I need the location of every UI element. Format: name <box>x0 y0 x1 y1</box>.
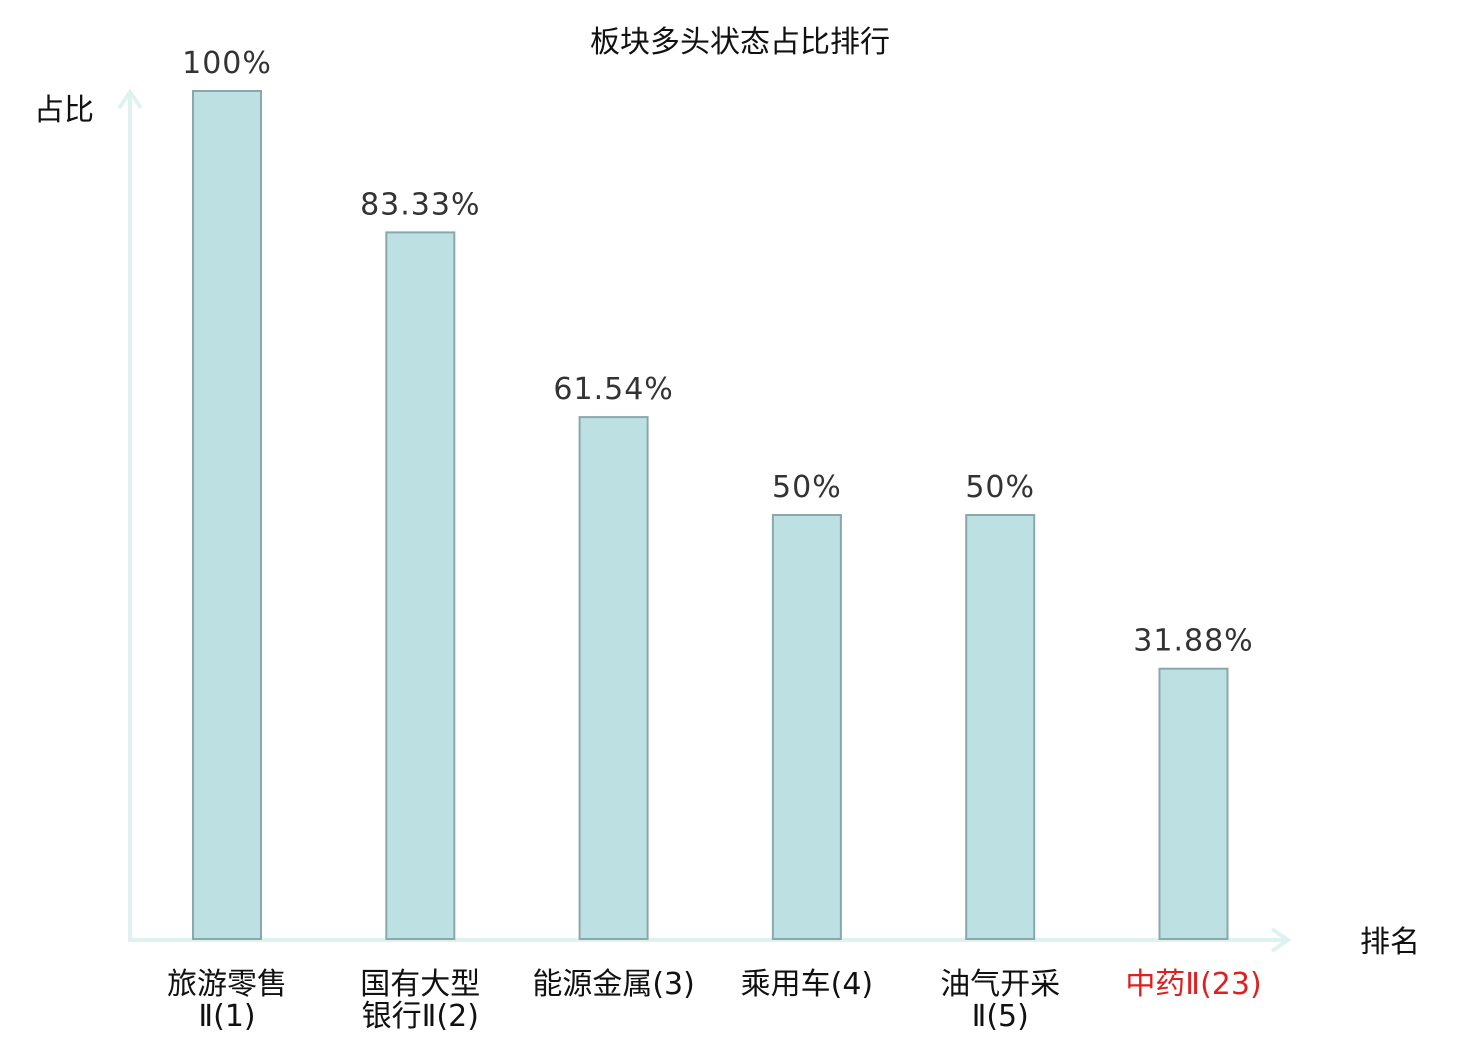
y-axis-arrow <box>117 88 143 110</box>
category-label-6: 中药Ⅱ(23) <box>1125 967 1261 1002</box>
value-label-4: 50% <box>772 470 842 505</box>
x-axis-label: 排名 <box>1360 925 1420 960</box>
axes <box>117 88 1292 953</box>
value-label-2: 83.33% <box>360 187 480 222</box>
bar-5 <box>965 514 1036 940</box>
bar-1 <box>192 90 262 940</box>
chart-title: 板块多头状态占比排行 <box>590 25 890 60</box>
value-label-6: 31.88% <box>1133 624 1253 659</box>
value-labels: 100% 83.33% 61.54% 50% 50% 31.88% <box>182 46 1253 659</box>
category-label-2-line-2: 银行Ⅱ(2) <box>362 999 479 1034</box>
value-label-1: 100% <box>182 46 272 81</box>
bar-3 <box>578 416 649 941</box>
x-axis-arrow <box>1270 927 1292 953</box>
category-label-1-line-2: Ⅱ(1) <box>198 999 255 1034</box>
category-label-3: 能源金属(3) <box>532 967 695 1002</box>
value-label-5: 50% <box>965 470 1035 505</box>
category-label-5-line-1: 油气开采 <box>940 967 1060 1002</box>
category-label-1-line-1: 旅游零售 <box>167 967 287 1002</box>
bar-4 <box>771 514 842 940</box>
bar-2 <box>385 231 456 940</box>
category-label-2-line-1: 国有大型 <box>360 967 480 1002</box>
category-label-5-line-2: Ⅱ(5) <box>972 999 1029 1034</box>
y-axis-label: 占比 <box>34 93 94 128</box>
bars <box>192 90 1229 941</box>
bar-6 <box>1158 667 1229 940</box>
value-label-3: 61.54% <box>553 372 673 407</box>
category-label-4: 乘用车(4) <box>741 967 874 1002</box>
